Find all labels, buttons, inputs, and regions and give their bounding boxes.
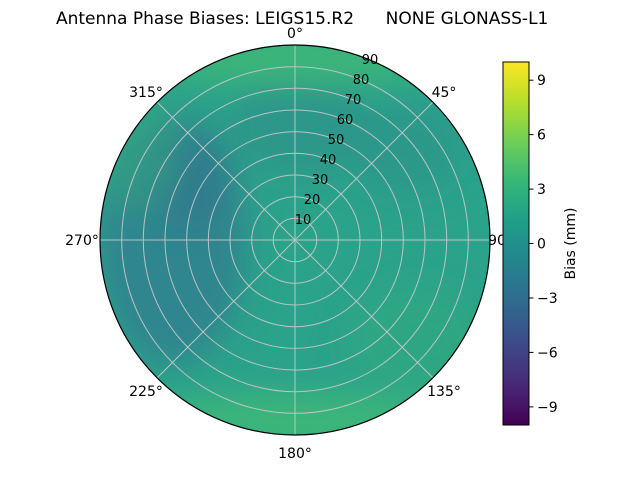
colorbar-ticklabel-m3: −3 xyxy=(537,291,558,307)
colorbar-tick-labels: 9 6 3 0 −3 −6 −9 xyxy=(537,73,558,416)
radial-label-50: 50 xyxy=(328,133,345,148)
radial-label-30: 30 xyxy=(312,173,329,188)
spoke-225 xyxy=(156,239,296,379)
spoke-315 xyxy=(156,101,296,241)
azimuth-label-180: 180° xyxy=(278,446,312,462)
azimuth-label-225: 225° xyxy=(129,384,163,400)
azimuth-label-315: 315° xyxy=(129,85,163,101)
radial-label-20: 20 xyxy=(304,193,321,208)
spoke-135 xyxy=(294,239,434,379)
colorbar-ticklabel-m9: −9 xyxy=(537,400,558,416)
high-bias-rim-northwest xyxy=(100,90,180,210)
radial-label-60: 60 xyxy=(337,113,354,128)
colorbar-gradient xyxy=(502,61,530,426)
colorbar-axis-label: Bias (mm) xyxy=(563,207,579,279)
azimuth-label-270: 270° xyxy=(65,233,99,249)
colorbar-ticklabel-3: 3 xyxy=(537,182,546,198)
radial-label-40: 40 xyxy=(320,153,337,168)
radial-label-80: 80 xyxy=(353,73,370,88)
mid-low-region-northeast xyxy=(350,105,460,195)
chart-title-right: NONE GLONASS-L1 xyxy=(386,9,549,29)
radial-label-70: 70 xyxy=(345,93,362,108)
colorbar-ticklabel-m6: −6 xyxy=(537,345,558,361)
colorbar-ticklabel-9: 9 xyxy=(537,73,546,89)
azimuth-label-90: 90 xyxy=(488,233,506,249)
colorbar: 9 6 3 0 −3 −6 −9 Bias (mm) xyxy=(502,61,579,426)
mid-low-region-north xyxy=(230,75,370,175)
radial-label-90: 90 xyxy=(362,53,379,68)
azimuth-label-45: 45° xyxy=(432,85,457,101)
azimuth-tick-labels: 0° 45° 90 135° 180° 225° 270° 315° xyxy=(65,26,506,462)
polar-axes-boundary xyxy=(99,44,491,436)
high-bias-rim-south xyxy=(140,394,460,435)
colorbar-ticklabel-6: 6 xyxy=(537,128,546,144)
colorbar-ticklabel-0: 0 xyxy=(537,237,546,253)
spoke-45 xyxy=(294,101,434,241)
high-bias-region-southeast xyxy=(345,285,485,395)
azimuth-label-135: 135° xyxy=(427,384,461,400)
radial-label-10: 10 xyxy=(295,213,312,228)
colorbar-ticks xyxy=(529,79,534,408)
azimuth-label-0: 0° xyxy=(287,26,303,42)
polar-grid-spokes xyxy=(100,45,490,435)
chart-title-left: Antenna Phase Biases: LEIGS15.R2 xyxy=(56,9,354,29)
radial-tick-labels: 10 20 30 40 50 60 70 80 90 xyxy=(295,53,379,228)
